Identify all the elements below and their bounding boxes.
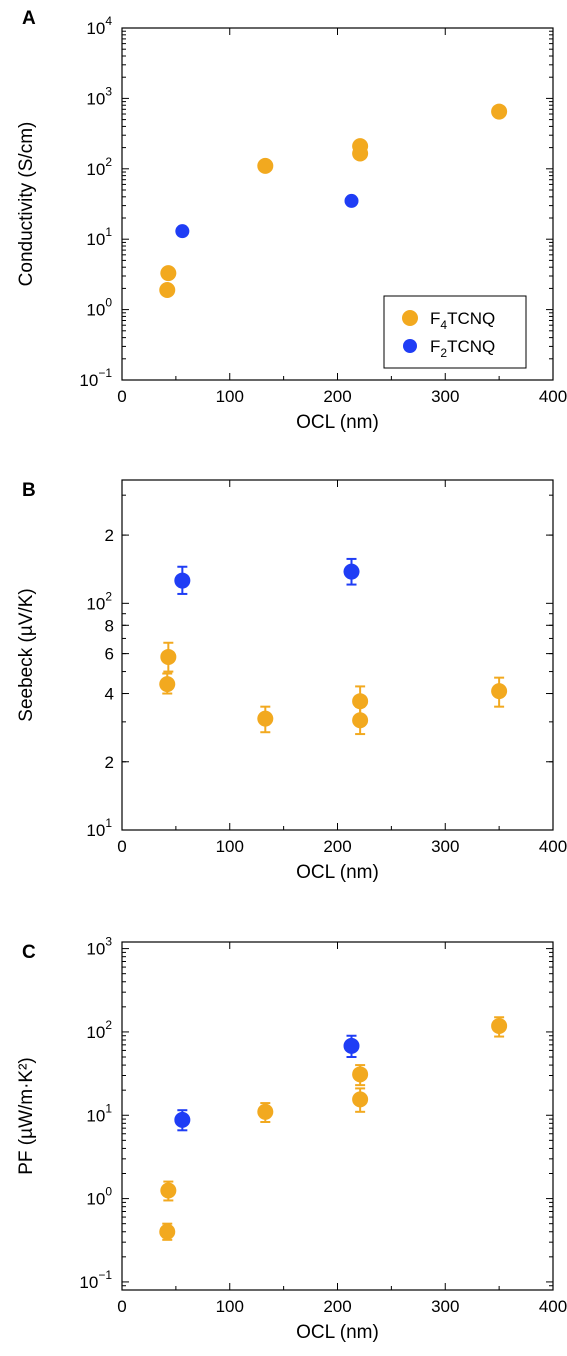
data-point-f4tcnq — [159, 676, 176, 693]
data-point-f2tcnq — [175, 224, 190, 239]
data-point-f2tcnq — [174, 572, 191, 589]
y-tick-label: 102 — [86, 589, 112, 613]
data-point-f4tcnq — [257, 710, 274, 727]
panel-letter: A — [22, 8, 36, 29]
data-point-f4tcnq — [160, 1182, 177, 1199]
data-point-f2tcnq — [344, 193, 359, 208]
data-point-f2tcnq — [343, 563, 360, 580]
x-tick-label: 200 — [323, 387, 351, 406]
x-axis-label: OCL (nm) — [296, 862, 379, 883]
data-point-f4tcnq — [159, 1223, 176, 1240]
legend-box — [383, 295, 527, 369]
x-axis-label: OCL (nm) — [296, 412, 379, 433]
x-tick-label: 100 — [216, 1297, 244, 1316]
x-tick-label: 300 — [431, 837, 459, 856]
data-point-f4tcnq — [491, 103, 508, 120]
y-tick-label: 101 — [86, 816, 112, 840]
panel-b: B 0 100 200 300 400 2 102 8 6 4 2 101 OCL (nm) Seebeck… — [16, 479, 567, 883]
panel-a: A 0 100 200 300 400 10−1 100 101 102 103 104 OCL (nm… — [16, 8, 567, 433]
data-point-f4tcnq — [160, 648, 177, 665]
data-point-f4tcnq — [491, 1017, 508, 1034]
data-point-f4tcnq — [352, 693, 369, 710]
y-tick-label: 101 — [86, 225, 112, 249]
x-tick-label: 300 — [431, 1297, 459, 1316]
data-point-f2tcnq — [343, 1037, 360, 1054]
y-tick-label: 8 — [105, 616, 114, 635]
legend-label: F4TCNQ — [430, 309, 495, 332]
data-point-f4tcnq — [257, 1103, 274, 1120]
x-tick-label: 300 — [431, 387, 459, 406]
panel-letter: B — [22, 480, 36, 501]
data-point-f4tcnq — [352, 1066, 369, 1083]
plot-frame — [121, 479, 554, 831]
x-axis-label: OCL (nm) — [296, 1322, 379, 1343]
legend-label: F2TCNQ — [430, 337, 495, 360]
x-tick-label: 0 — [117, 387, 126, 406]
y-tick-label: 10−1 — [79, 366, 112, 390]
x-tick-label: 0 — [117, 1297, 126, 1316]
x-tick-label: 400 — [539, 1297, 567, 1316]
data-point-f4tcnq — [257, 157, 274, 174]
data-point-f2tcnq — [174, 1111, 191, 1128]
data-point-f4tcnq — [160, 265, 177, 282]
y-axis-label: Seebeck (µV/K) — [16, 588, 37, 721]
data-point-f4tcnq — [352, 712, 369, 729]
y-tick-label: 10−1 — [79, 1268, 112, 1292]
panel-letter: C — [22, 942, 36, 963]
data-point-f4tcnq — [352, 1091, 369, 1108]
data-point-f4tcnq — [159, 281, 176, 298]
x-tick-label: 100 — [216, 387, 244, 406]
y-tick-label: 102 — [86, 1018, 112, 1042]
y-tick-label: 104 — [86, 14, 112, 38]
y-tick-label: 6 — [105, 645, 114, 664]
legend-marker — [403, 339, 417, 353]
legend: F4TCNQ F2TCNQ — [383, 295, 527, 369]
y-tick-label: 100 — [86, 1185, 112, 1209]
x-tick-label: 400 — [539, 387, 567, 406]
legend-marker — [402, 310, 418, 326]
data-point-f4tcnq — [491, 683, 508, 700]
y-tick-label: 2 — [105, 753, 114, 772]
x-tick-label: 0 — [117, 837, 126, 856]
x-tick-label: 200 — [323, 837, 351, 856]
panel-c: C 0 100 200 300 400 10−1 100 101 102 103 OCL (nm) PF… — [16, 935, 567, 1343]
y-tick-label: 101 — [86, 1101, 112, 1125]
x-tick-label: 200 — [323, 1297, 351, 1316]
x-tick-label: 400 — [539, 837, 567, 856]
y-axis-label: Conductivity (S/cm) — [16, 122, 37, 287]
x-tick-label: 100 — [216, 837, 244, 856]
y-tick-label: 4 — [105, 685, 114, 704]
y-tick-label: 102 — [86, 155, 112, 179]
y-tick-label: 100 — [86, 296, 112, 320]
y-axis-label: PF (µW/m·K²) — [16, 1057, 37, 1175]
y-tick-label: 2 — [105, 526, 114, 545]
data-point-f4tcnq — [352, 145, 369, 162]
y-tick-label: 103 — [86, 84, 112, 108]
y-tick-label: 103 — [86, 935, 112, 959]
